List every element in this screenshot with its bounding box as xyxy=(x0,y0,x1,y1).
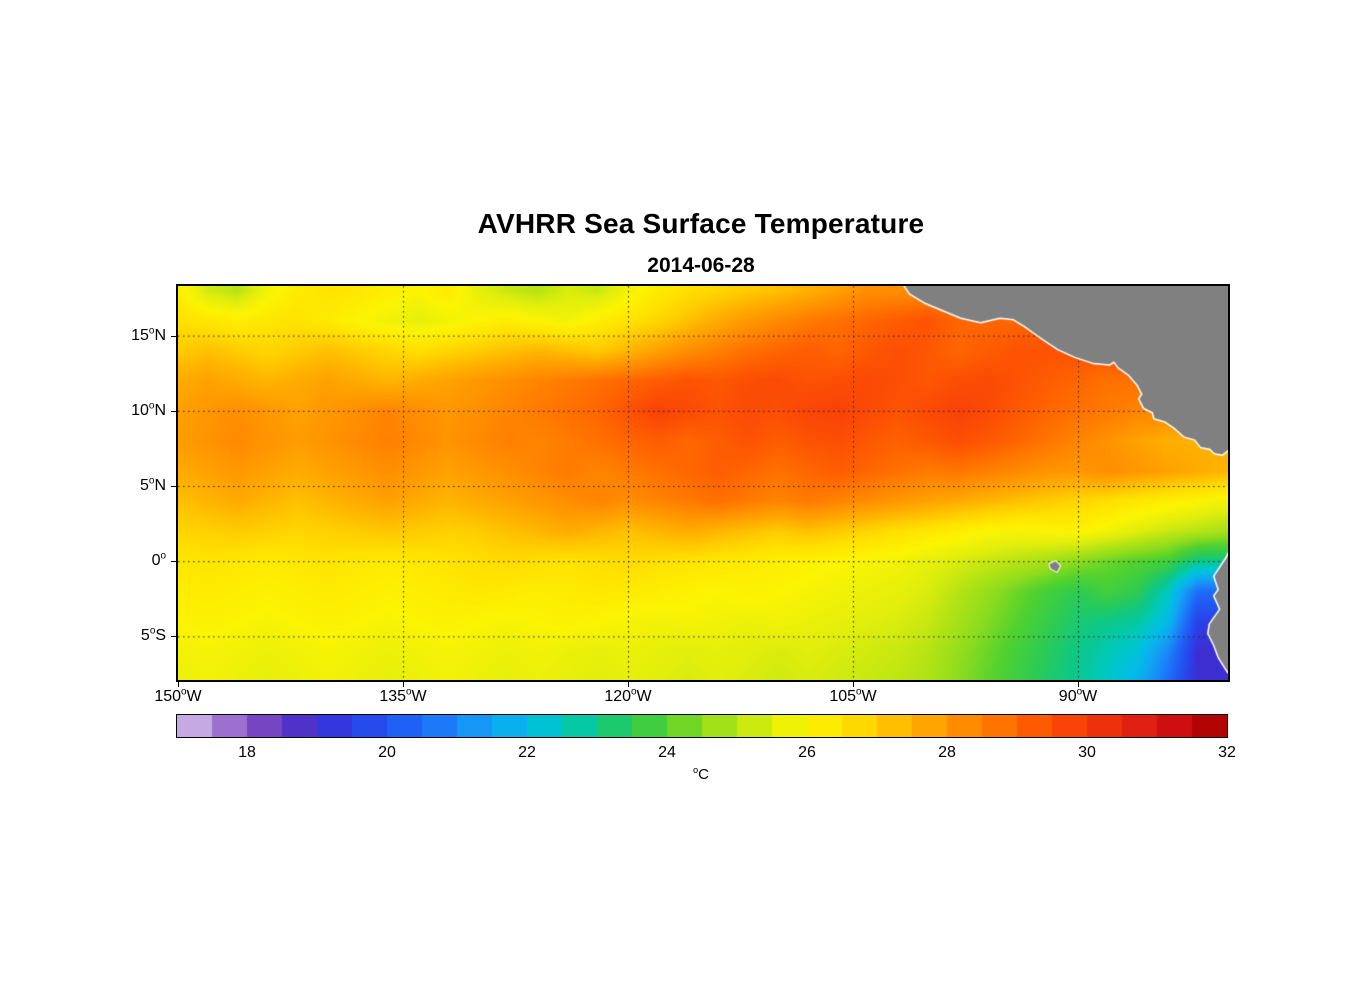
x-tick-mark xyxy=(628,682,629,687)
colorbar-tick-label: 22 xyxy=(518,744,536,761)
colorbar-tick-label: 26 xyxy=(798,744,816,761)
colorbar-tick-label: 20 xyxy=(378,744,396,761)
y-tick-label: 15oN xyxy=(131,325,166,344)
colorbar-gradient-canvas xyxy=(177,715,1227,737)
x-tick-label: 90oW xyxy=(1058,686,1098,705)
y-tick-mark xyxy=(171,486,176,487)
colorbar-unit-label: oC xyxy=(692,765,709,783)
colorbar-tick-label: 24 xyxy=(658,744,676,761)
x-tick-mark xyxy=(1078,682,1079,687)
y-tick-mark xyxy=(171,561,176,563)
x-tick-mark xyxy=(178,682,179,687)
colorbar-frame xyxy=(176,714,1228,738)
x-tick-mark xyxy=(853,682,854,687)
x-tick-label: 120oW xyxy=(604,686,652,705)
y-tick-label: 0o xyxy=(151,550,166,570)
y-tick-mark xyxy=(171,335,176,337)
x-tick-label: 150oW xyxy=(154,686,202,705)
y-tick-label: 5oS xyxy=(140,626,166,645)
chart-date-subtitle: 2014-06-28 xyxy=(647,254,755,277)
x-tick-label: 105oW xyxy=(829,686,877,705)
colorbar-tick-label: 30 xyxy=(1078,744,1096,761)
colorbar-tick-label: 28 xyxy=(938,744,956,761)
map-axes-frame xyxy=(176,284,1230,682)
chart-title: AVHRR Sea Surface Temperature xyxy=(477,208,925,239)
sst-heatmap-canvas xyxy=(178,286,1228,680)
y-tick-label: 5oN xyxy=(140,475,166,494)
colorbar-tick-label: 32 xyxy=(1218,744,1236,761)
x-tick-mark xyxy=(403,682,404,687)
y-tick-label: 10oN xyxy=(131,400,166,419)
x-tick-label: 135oW xyxy=(379,686,427,705)
y-tick-mark xyxy=(171,410,176,412)
colorbar-tick-label: 18 xyxy=(238,744,256,761)
y-tick-mark xyxy=(171,636,176,638)
